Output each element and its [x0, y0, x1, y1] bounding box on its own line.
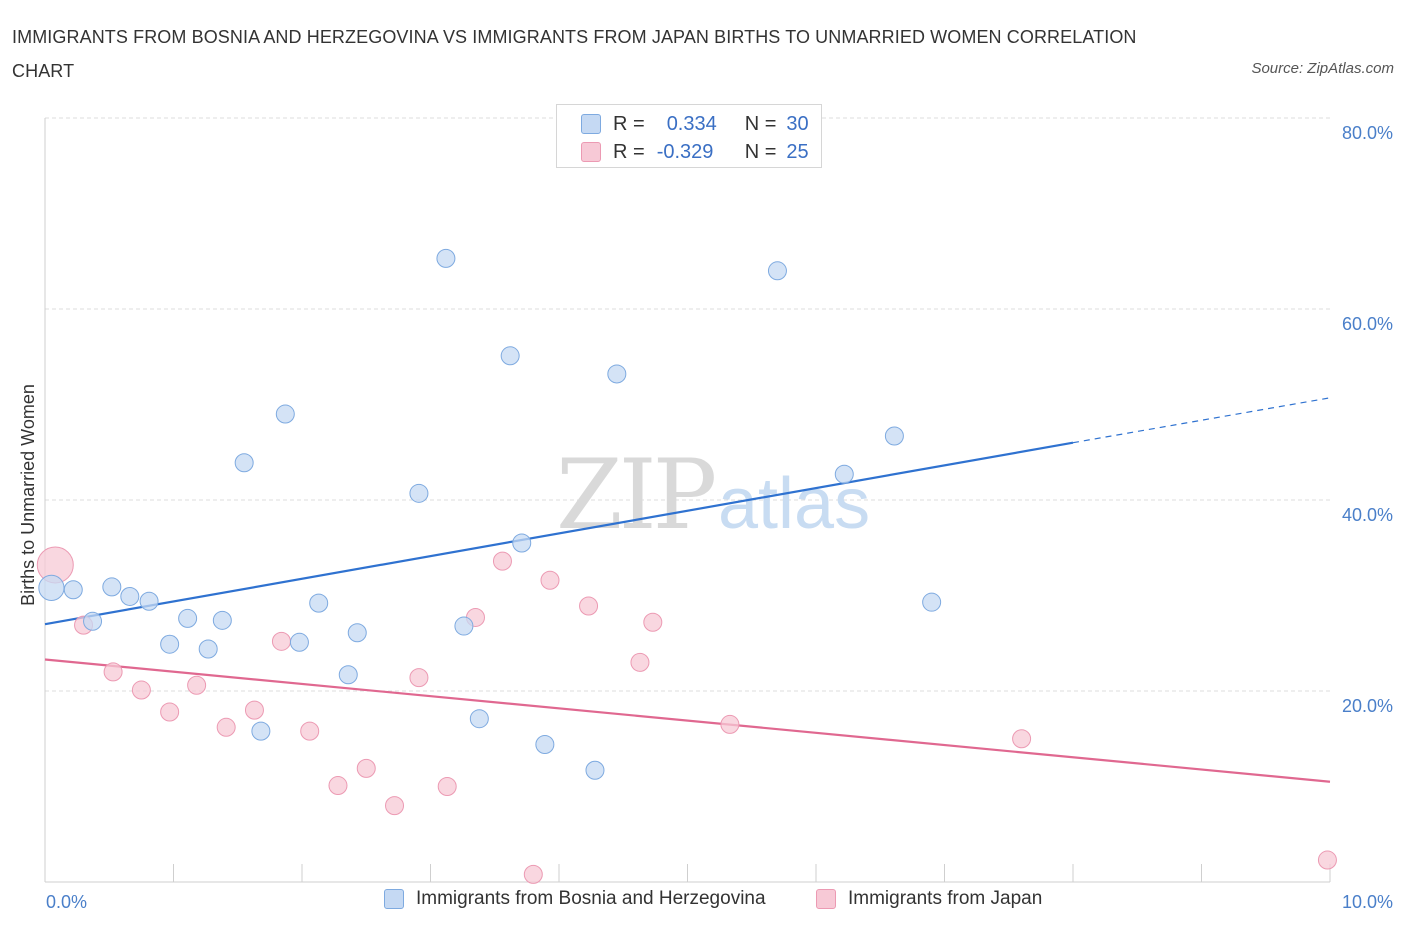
point-japan [579, 596, 599, 616]
legend-n-label: N = [744, 140, 777, 163]
point-bosnia [585, 760, 605, 780]
point-japan [356, 758, 376, 778]
point-japan [643, 612, 663, 632]
point-japan [630, 652, 650, 672]
point-bosnia [83, 611, 103, 631]
y-tick-label: 20.0% [1342, 696, 1393, 716]
point-bosnia [884, 426, 904, 446]
point-bosnia [512, 533, 532, 553]
source-label: Source: ZipAtlas.com [1251, 60, 1394, 77]
stats-legend: R = 0.334 N = 30 R = -0.329 N = 25 [556, 104, 822, 168]
y-tick-label: 60.0% [1342, 314, 1393, 334]
point-japan [160, 702, 180, 722]
point-bosnia [139, 591, 159, 611]
trend-lines [44, 397, 1331, 783]
legend-r-label: R = [613, 140, 645, 163]
legend-n-label: N = [744, 112, 777, 135]
legend-r-label: R = [613, 112, 645, 135]
point-bosnia [409, 483, 429, 503]
legend-swatch-blue [581, 114, 601, 134]
y-axis-label: Births to Unmarried Women [18, 384, 38, 606]
points [36, 248, 1337, 884]
legend-swatch-pink [581, 142, 601, 162]
legend-n-value: 25 [786, 140, 809, 163]
point-japan [409, 668, 429, 688]
point-bosnia [922, 592, 942, 612]
point-japan [131, 680, 151, 700]
legend-item-bosnia: Immigrants from Bosnia and Herzegovina [384, 888, 766, 910]
point-bosnia [535, 734, 555, 754]
point-bosnia [63, 580, 83, 600]
point-bosnia [436, 248, 456, 268]
x-tick-label: 0.0% [46, 892, 87, 912]
point-japan [1012, 729, 1032, 749]
point-bosnia [38, 574, 65, 601]
point-japan [385, 796, 405, 816]
point-bosnia [178, 608, 198, 628]
legend-n-value: 30 [786, 112, 809, 135]
watermark-zip: ZIP [556, 439, 715, 551]
point-japan [271, 631, 291, 651]
point-japan [328, 776, 348, 796]
x-tick-label: 10.0% [1342, 892, 1393, 912]
point-bosnia [607, 364, 627, 384]
trend-line-bosnia [44, 441, 1074, 626]
point-bosnia [234, 453, 254, 473]
legend-swatch-pink [816, 889, 836, 909]
grid-lines [45, 117, 1330, 692]
point-bosnia [347, 623, 367, 643]
point-japan [216, 717, 236, 737]
y-tick-label: 80.0% [1342, 123, 1393, 143]
point-bosnia [120, 586, 140, 606]
point-japan [103, 662, 123, 682]
point-bosnia [160, 634, 180, 654]
point-bosnia [500, 346, 520, 366]
point-japan [300, 721, 320, 741]
legend-item-japan: Immigrants from Japan [816, 888, 1042, 910]
y-tick-label: 40.0% [1342, 505, 1393, 525]
point-japan [523, 864, 543, 884]
chart-title: IMMIGRANTS FROM BOSNIA AND HERZEGOVINA V… [12, 27, 1137, 81]
tick-labels: 20.0% 40.0% 60.0% 80.0% 0.0% 10.0% [46, 123, 1393, 912]
watermark: ZIP atlas [556, 439, 870, 551]
axes [44, 118, 1331, 883]
point-japan [540, 570, 560, 590]
series-legend: Immigrants from Bosnia and Herzegovina I… [0, 888, 1406, 918]
legend-r-value: 0.334 [666, 112, 717, 135]
point-bosnia [469, 709, 489, 729]
point-bosnia [251, 721, 271, 741]
legend-r-value: -0.329 [656, 140, 714, 163]
point-japan [720, 714, 740, 734]
point-bosnia [102, 577, 122, 597]
legend-label-japan: Immigrants from Japan [848, 888, 1043, 909]
legend-row-japan: R = -0.329 N = 25 [581, 139, 809, 165]
point-bosnia [198, 639, 218, 659]
point-bosnia [212, 610, 232, 630]
point-bosnia [338, 665, 358, 685]
point-japan [437, 777, 457, 796]
point-bosnia [275, 404, 295, 424]
point-bosnia [309, 593, 329, 613]
trend-line-japan [44, 658, 1331, 783]
point-bosnia [767, 261, 787, 281]
legend-swatch-blue [384, 889, 404, 909]
trend-line-bosnia-extension [1072, 397, 1331, 444]
legend-row-bosnia: R = 0.334 N = 30 [581, 111, 809, 137]
point-japan [187, 675, 207, 695]
point-japan [492, 551, 512, 571]
point-bosnia [289, 632, 309, 652]
point-bosnia [834, 464, 854, 484]
point-japan [244, 700, 264, 720]
legend-label-bosnia: Immigrants from Bosnia and Herzegovina [416, 888, 766, 909]
point-bosnia [454, 616, 474, 636]
point-japan [1317, 850, 1337, 870]
